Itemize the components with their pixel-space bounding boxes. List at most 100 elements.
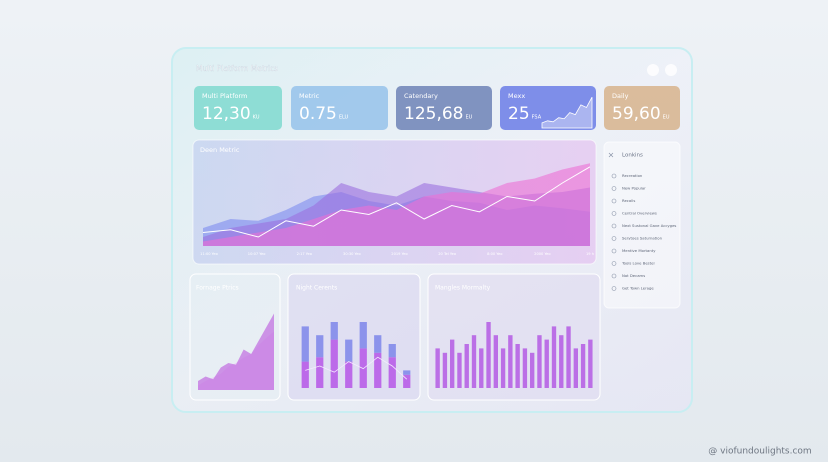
bar-segment — [345, 361, 353, 388]
sidebar-icon — [611, 248, 617, 254]
metric-card — [194, 86, 282, 130]
card-label: Catendary — [404, 92, 438, 100]
bar — [435, 348, 440, 388]
watermark: @ viofundoulights.com — [708, 447, 811, 457]
bar — [530, 352, 535, 388]
bar — [559, 335, 564, 388]
card-label: Metric — [299, 92, 320, 100]
card-value: 125,68 — [404, 104, 463, 124]
area-series — [203, 163, 590, 246]
metric-card — [500, 86, 596, 130]
sidebar-item: Recalls — [622, 198, 635, 203]
sidebar-title: Lonkins — [622, 153, 643, 159]
bar-segment — [316, 357, 324, 388]
card-label: Daily — [612, 92, 629, 100]
bar — [479, 348, 484, 388]
bar-segment — [403, 370, 411, 375]
bar-segment — [301, 361, 309, 388]
panel-title: Fornage Ptrics — [196, 285, 239, 292]
x-tick-label: 10:07 Yeo — [248, 252, 266, 256]
sidebar-item: Recreation — [622, 173, 643, 178]
area-series — [198, 313, 274, 390]
bar-segment — [330, 322, 338, 340]
x-tick-label: 8:00 Yeo — [487, 252, 502, 256]
bar — [500, 348, 506, 388]
bar — [573, 348, 578, 388]
bar — [515, 344, 520, 388]
card-value: 59,60 — [612, 104, 661, 124]
bar — [588, 339, 593, 388]
bar — [450, 339, 455, 388]
card-value: 12,30 — [202, 104, 251, 124]
chart-title: Deen Metric — [200, 146, 240, 154]
card-unit: EU — [465, 115, 472, 121]
pause-button[interactable] — [665, 64, 677, 76]
sidebar-icon — [611, 236, 617, 241]
sidebar-item: Next Sustonal Gave Accyges — [622, 223, 676, 228]
metric-card — [604, 86, 680, 130]
card-value: 0.75 — [299, 104, 337, 124]
dashboard-title: Multi Platform Metrics — [196, 64, 278, 73]
bar-segment — [374, 335, 382, 353]
sidebar-panel — [603, 141, 681, 309]
bar — [522, 348, 528, 388]
bar-segment — [374, 352, 382, 388]
x-tick-label: 19 h — [586, 252, 594, 256]
card-unit: EU — [663, 115, 670, 121]
sidebar-icon — [611, 173, 617, 179]
bar — [457, 352, 462, 388]
bar-segment — [403, 374, 411, 388]
bar — [551, 326, 557, 388]
card-label: Multi Platform — [202, 92, 247, 100]
card-unit: KU — [253, 115, 260, 121]
metric-card — [396, 86, 492, 130]
sidebar-item: Serytoes Saturnation — [622, 236, 663, 241]
bar — [471, 335, 477, 388]
home-button[interactable] — [647, 64, 659, 76]
bar — [566, 326, 571, 388]
card-unit: ELU — [339, 115, 349, 121]
sidebar-icon — [611, 211, 617, 216]
trend-line — [202, 166, 591, 238]
sidebar-item: Central Overviews — [622, 211, 657, 216]
bar — [508, 335, 513, 388]
card-sparkline — [541, 96, 593, 129]
sidebar-item: Not Decams — [622, 273, 645, 278]
bar-segment — [345, 339, 353, 362]
bar-segment — [359, 322, 367, 349]
sidebar-item: Get Town Lerage — [622, 286, 654, 291]
card-value: 25 — [508, 104, 530, 124]
sidebar-icon — [611, 273, 617, 279]
sidebar-close: × — [608, 151, 615, 160]
panel-title: Night Cerents — [296, 285, 337, 292]
card-unit: FSA — [532, 115, 542, 121]
trend-line — [305, 356, 408, 380]
sidebar-icon — [611, 261, 617, 266]
bar-segment — [316, 335, 324, 358]
sidebar-icon — [611, 198, 617, 204]
bar-segment — [388, 357, 396, 388]
bar-segment — [388, 344, 396, 358]
bar — [493, 335, 498, 388]
metric-card — [291, 86, 388, 130]
sidebar-icon — [611, 286, 617, 291]
bar — [486, 322, 491, 388]
card-label: Mexx — [508, 92, 525, 100]
x-tick-label: 11:00 Yeo — [200, 252, 218, 256]
bar — [464, 344, 469, 388]
sidebar-icon — [611, 186, 617, 191]
bar — [442, 352, 448, 388]
bar — [544, 339, 549, 388]
panel-title: Mangles Mormalty — [435, 285, 491, 292]
x-tick-label: 20 Tel Yeo — [438, 252, 456, 256]
x-tick-label: 2:17 Yeo — [297, 252, 312, 256]
x-tick-label: 2000 Yeo — [534, 252, 550, 256]
bar — [537, 335, 542, 388]
x-tick-label: 2019 Yeo — [391, 252, 407, 256]
sidebar-item: New Popular — [622, 186, 646, 191]
sidebar-item: Tools Love Bestel — [621, 261, 655, 266]
x-tick-label: 30:30 Yeo — [343, 252, 361, 256]
sidebar-item: Mentive Mortanty — [622, 248, 656, 253]
bar-segment — [301, 326, 309, 362]
